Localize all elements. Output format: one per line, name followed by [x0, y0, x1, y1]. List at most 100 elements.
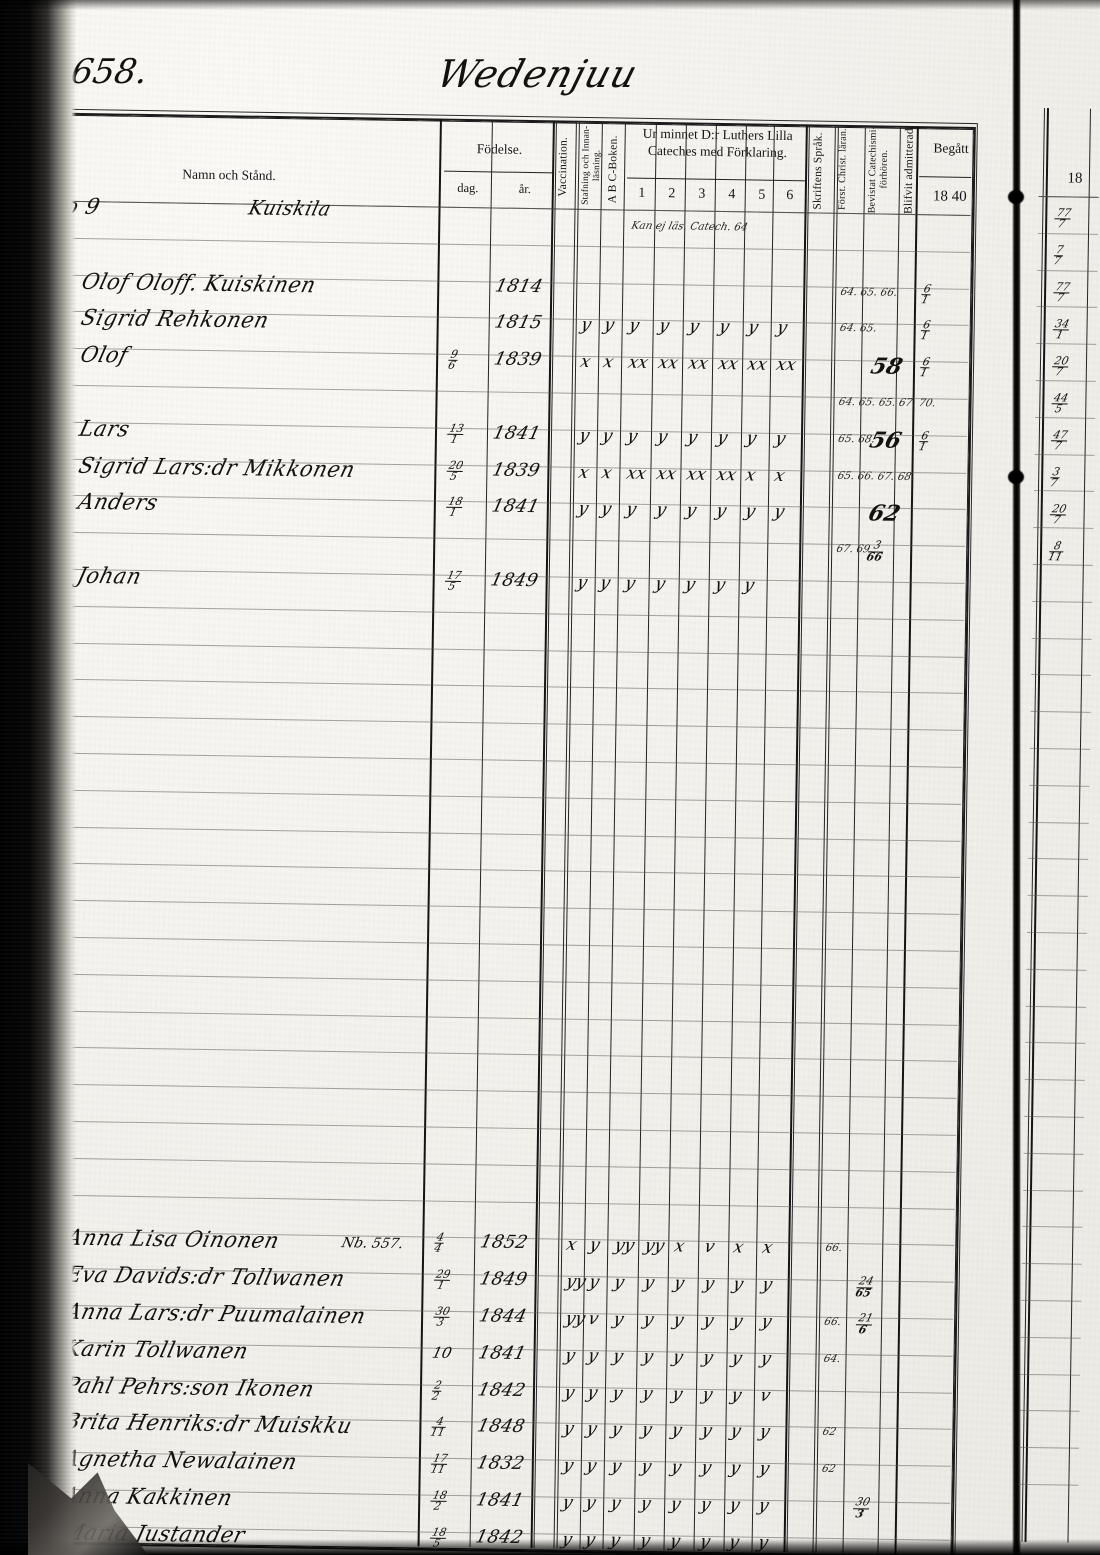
servant-row-birth-year: 1841 — [474, 1489, 526, 1512]
servant-row-attended: 66. — [824, 1242, 844, 1255]
ruled-line — [1036, 306, 1097, 309]
servant-row-birth-day: 10 — [430, 1343, 454, 1362]
ruled-line — [12, 604, 965, 621]
catechism-note: Kan ej läs. Catech. 64 — [630, 219, 750, 234]
sliver-mark: 20 7 — [1049, 502, 1069, 527]
header-scripture: Skriftens Språk. — [811, 131, 825, 210]
household-row-birth-year: 1839 — [492, 348, 544, 371]
household-row-birth-year: 1849 — [488, 569, 541, 592]
servant-row-birth-year: 1852 — [478, 1231, 530, 1254]
header-name-column: Namn och Stånd. — [182, 166, 276, 184]
ruled-line — [4, 1119, 957, 1136]
household-row-mark-6: xx — [715, 354, 741, 375]
header-vaccination: Vaccination. — [556, 136, 570, 197]
servant-row-admitted: 30 3 — [853, 1495, 872, 1520]
household-row-mark-5: xx — [684, 464, 709, 485]
sliver-year-header: 18 — [1067, 170, 1083, 187]
household-row-mark-4: xx — [654, 463, 679, 484]
household-row-name: Olof Oloff. Kuiskinen — [79, 268, 319, 298]
servant-row-birth-year: 1842 — [475, 1378, 528, 1401]
servant-row-admitted: 21 6 — [855, 1311, 875, 1336]
scan-edge-bottom — [0, 1539, 1100, 1555]
header-birth-group: Födelse. — [476, 141, 523, 157]
header-catechism-1: 1 — [638, 185, 646, 201]
register-table: Namn och Stånd. Födelse. dag. år. Vaccin… — [0, 112, 972, 1555]
ruled-line — [5, 1046, 958, 1063]
ruled-line — [15, 420, 968, 437]
ruled-line — [16, 347, 969, 364]
servant-row-note: Nb. 557. — [340, 1235, 406, 1253]
household-row-birth-day: 13 1 — [447, 421, 466, 446]
ruled-line — [1037, 269, 1098, 272]
servant-row-name: Agnetha Newalainen — [60, 1445, 301, 1475]
servant-row-birth-year: 1848 — [475, 1415, 528, 1438]
servant-row-mark-4: yy — [642, 1236, 667, 1257]
header-abc-book: A B C-Boken. — [606, 135, 620, 204]
household-row-name: Johan — [74, 562, 145, 589]
scan-edge-top — [0, 0, 1100, 10]
scan-edge-left — [0, 0, 76, 1555]
servant-row-birth-day: 17 11 — [429, 1451, 450, 1477]
household-row-admitted: 3 66 — [865, 538, 887, 564]
sliver-mark: 44 5 — [1051, 391, 1071, 416]
ruled-line — [1038, 232, 1099, 235]
household-farm: Kuiskila — [246, 196, 334, 221]
scan-edge-noise — [0, 0, 76, 1555]
household-row-name: Sigrid Rehkonen — [78, 305, 272, 334]
household-row-admitted: 56 — [866, 427, 905, 454]
ruled-line — [1035, 416, 1096, 419]
servant-row-attended: 64. — [822, 1352, 842, 1365]
ruled-line — [1035, 379, 1096, 382]
household-row-admitted: 62 — [865, 500, 904, 528]
servant-row-attended: 62 — [821, 1426, 838, 1439]
servant-row-birth-day: 18 2 — [430, 1488, 449, 1513]
household-row-mark-6: xx — [714, 464, 739, 485]
household-row-name: Olof — [77, 342, 131, 368]
header-catechism-6: 6 — [786, 188, 794, 204]
ruled-line — [11, 641, 964, 658]
header-first-christian: Först. Christ. läran. — [836, 128, 849, 210]
sliver-mark: 77 7 — [1054, 206, 1073, 231]
servant-row-name: Karin Tollwanen — [62, 1335, 252, 1364]
header-catechism-3: 3 — [698, 186, 706, 202]
household-row-name: Anders — [75, 489, 161, 516]
ruled-line — [18, 236, 970, 253]
servant-row-name: Anna Lars:dr Puumalainen — [62, 1298, 369, 1329]
ruled-line — [5, 1009, 958, 1026]
household-row-mark-5: xx — [685, 353, 711, 374]
household-row-attended: 64. 65. 66. — [839, 285, 899, 299]
sliver-mark: 77 7 — [1053, 280, 1072, 305]
household-row-birth-year: 1814 — [493, 275, 545, 297]
servant-row-birth-year: 1841 — [476, 1342, 529, 1364]
ruled-line — [9, 788, 962, 805]
household-row-birth-year: 1839 — [490, 459, 543, 481]
household-row-mark-3: xx — [624, 463, 649, 484]
household-row-mark-4: xx — [655, 353, 681, 374]
header-attended-catechism: Bevistat Catechismi-förhören. — [866, 125, 891, 214]
ruled-line — [1036, 343, 1097, 346]
header-communion-year-1: 18 40 — [932, 188, 967, 205]
household-row-attended: 64. 65. 65. 67. 70. — [837, 395, 938, 410]
ruled-line — [6, 972, 959, 989]
household-row-name: Sigrid Lars:dr Mikkonen — [76, 452, 358, 482]
household-row-mark-3: xx — [625, 352, 651, 374]
servant-row-attended: 62 — [820, 1462, 837, 1476]
servant-row-birth-day: 4 11 — [429, 1415, 449, 1439]
ruled-line — [4, 1083, 957, 1100]
servant-row-name: Brita Henriks:dr Muiskku — [61, 1409, 355, 1439]
servant-row-name: Pahl Pehrs:son Ikonen — [61, 1372, 318, 1402]
household-row-attended: 65. 66. 67. 68. — [836, 469, 916, 483]
header-reading: Stafning och Innan-läsning. — [580, 125, 603, 205]
header-birth-day: dag. — [457, 180, 479, 196]
household-row-birth-day: 18 1 — [445, 495, 465, 520]
servant-row-birth-year: 1844 — [476, 1305, 529, 1328]
header-communion-group: Begått H. H. Nattvard. — [933, 140, 972, 157]
servant-row-birth-year: 1849 — [477, 1268, 530, 1291]
sliver-mark: 8 11 — [1047, 539, 1066, 563]
ruled-line — [9, 751, 962, 768]
household-row-mark-8: xx — [773, 355, 799, 376]
household-row-mark-7: xx — [744, 354, 770, 375]
